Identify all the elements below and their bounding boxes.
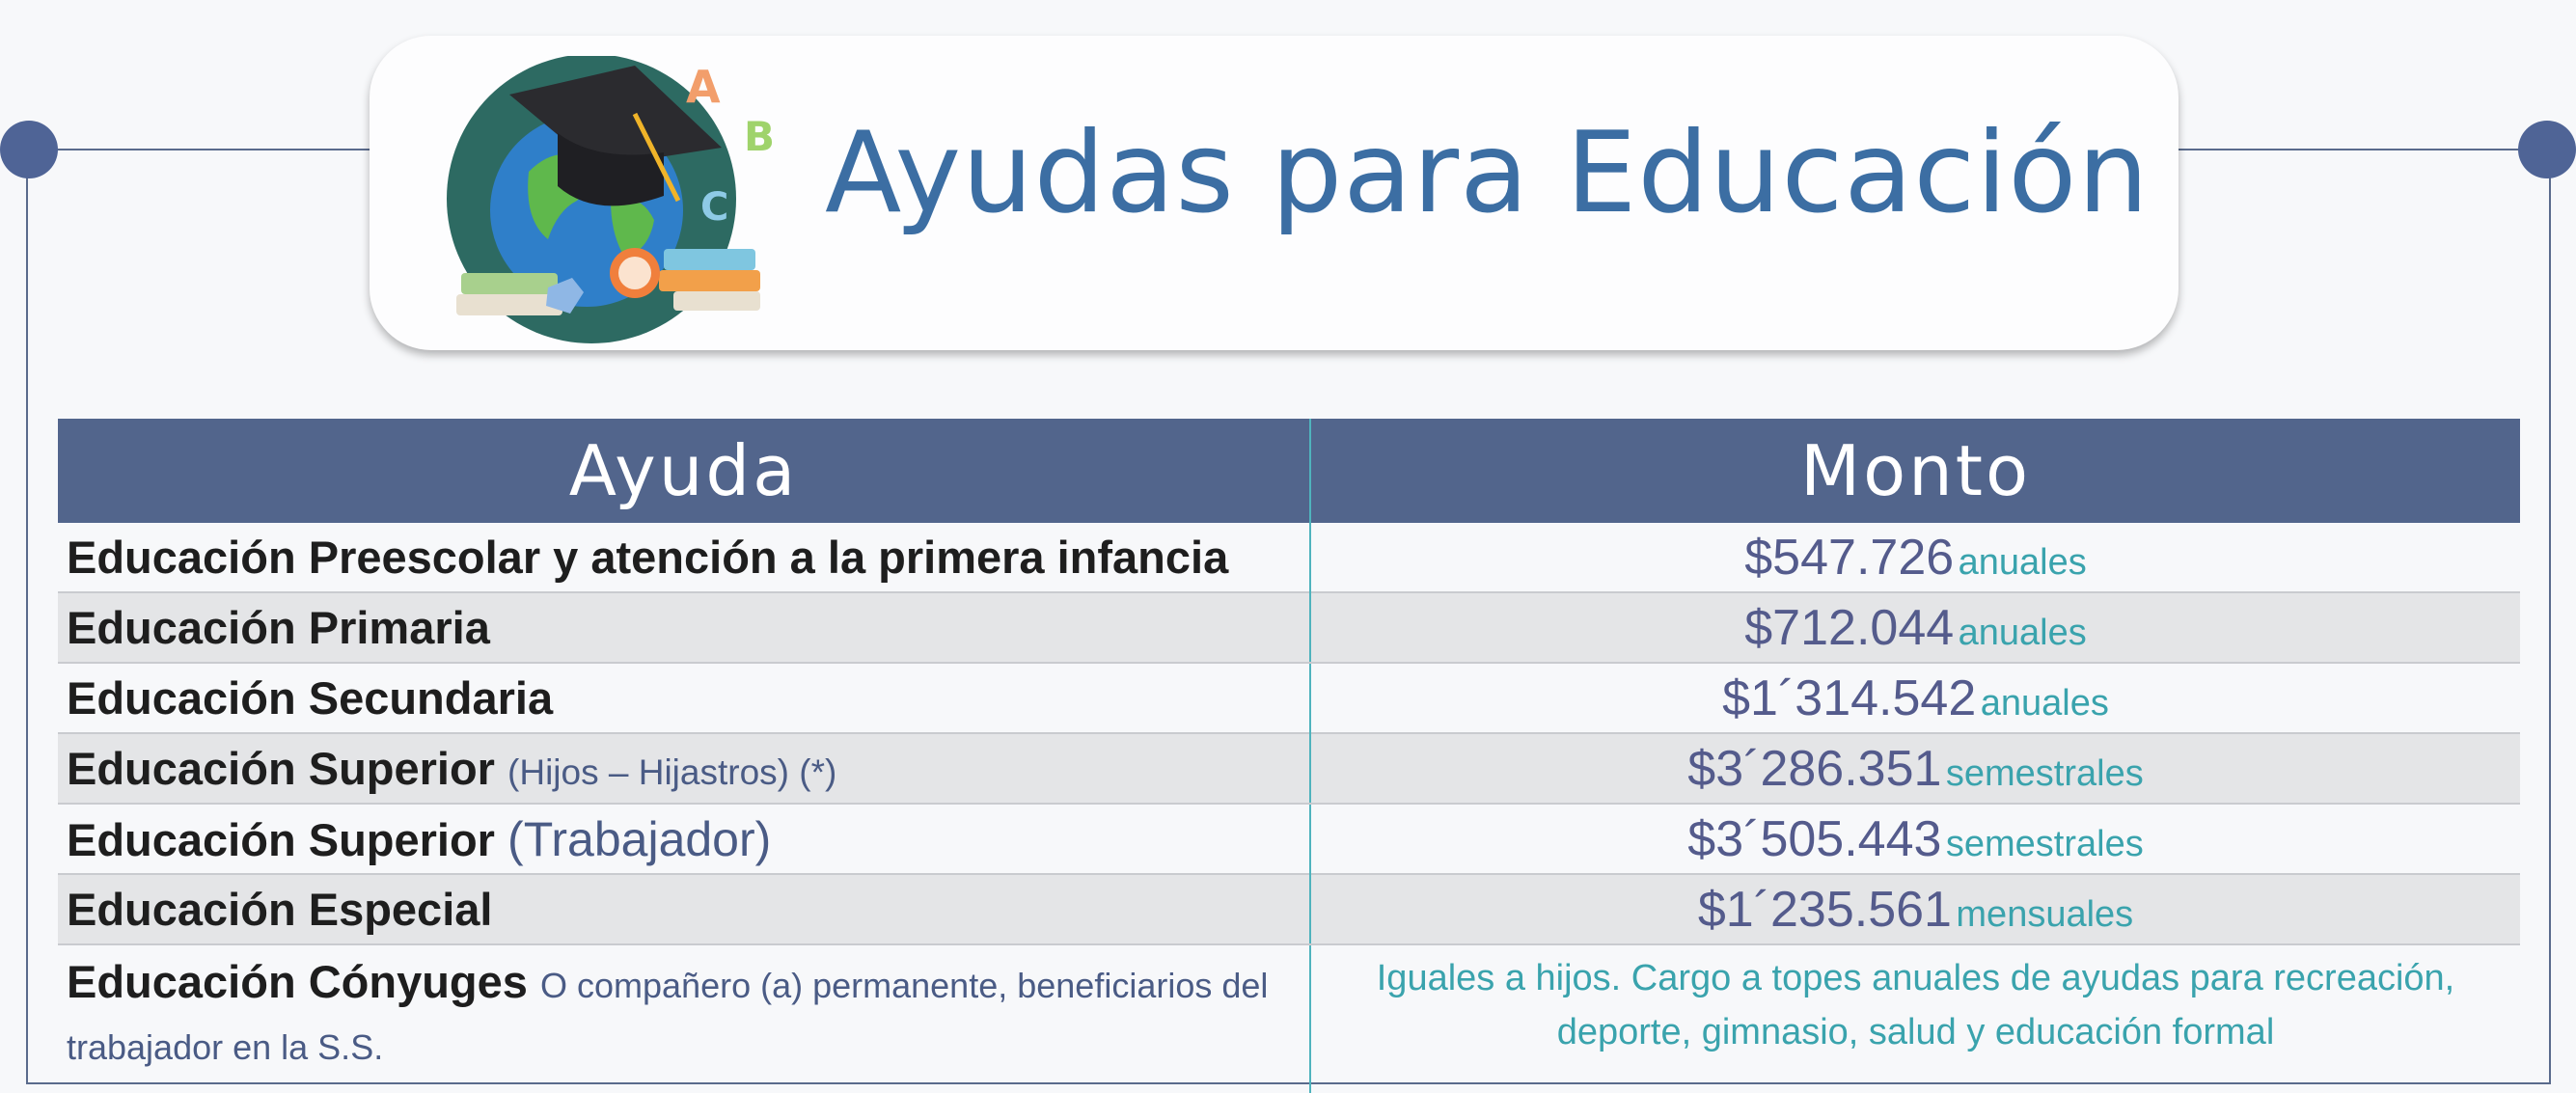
amount-value: $547.726 — [1744, 529, 1955, 586]
svg-text:A: A — [686, 61, 721, 113]
amount-value: $1´235.561 — [1697, 881, 1952, 938]
table-row: Educación Secundaria $1´314.542 anuales — [58, 663, 2520, 733]
amount-unit: anuales — [1958, 612, 2087, 653]
ayuda-cell: Educación Cónyuges O compañero (a) perma… — [58, 944, 1311, 1093]
ayuda-label: Educación Preescolar y atención a la pri… — [67, 532, 1229, 583]
monto-cell: $1´235.561 mensuales — [1310, 873, 2520, 945]
monto-cell: $3´286.351 semestrales — [1310, 732, 2520, 805]
amount-value: $3´286.351 — [1687, 740, 1942, 797]
ayuda-label: Educación Superior — [67, 743, 495, 794]
table-row: Educación Preescolar y atención a la pri… — [58, 523, 2520, 592]
amount-unit: anuales — [1980, 682, 2109, 724]
monto-cell: $712.044 anuales — [1310, 591, 2520, 664]
amount-value: $1´314.542 — [1722, 669, 1977, 726]
monto-cell: $1´314.542 anuales — [1310, 663, 2520, 733]
amount-value: $3´505.443 — [1687, 810, 1942, 867]
ayuda-cell: Educación Primaria — [58, 591, 1311, 664]
amount-unit: semestrales — [1945, 752, 2144, 794]
monto-cell: $547.726 anuales — [1310, 523, 2520, 592]
frame-dot-right — [2518, 121, 2576, 178]
frame-line-top-right — [2177, 149, 2520, 150]
table-header-row: Ayuda Monto — [58, 419, 2520, 523]
table-row: Educación Primaria $712.044 anuales — [58, 591, 2520, 664]
table-row: Educación Superior (Trabajador) $3´505.4… — [58, 804, 2520, 874]
column-header-ayuda: Ayuda — [58, 419, 1311, 523]
amount-unit: anuales — [1958, 541, 2087, 583]
frame-dot-left — [0, 121, 58, 178]
ayuda-note: (Hijos – Hijastros) (*) — [507, 752, 837, 792]
monto-description: Iguales a hijos. Cargo a topes anuales d… — [1376, 958, 2455, 1052]
graduation-globe-icon: A B C — [447, 56, 775, 343]
frame-line-top-left — [29, 149, 371, 150]
page-title: Ayudas para Educación — [825, 108, 2150, 238]
svg-text:B: B — [744, 113, 775, 160]
ayuda-cell: Educación Preescolar y atención a la pri… — [58, 523, 1311, 592]
aid-table: Ayuda Monto Educación Preescolar y atenc… — [58, 419, 2520, 1093]
ayuda-cell: Educación Secundaria — [58, 663, 1311, 733]
frame-line-right — [2549, 150, 2551, 1084]
ayuda-cell: Educación Superior (Trabajador) — [58, 804, 1311, 874]
ayuda-cell: Educación Especial — [58, 873, 1311, 945]
ayuda-label: Educación Primaria — [67, 602, 490, 653]
svg-text:C: C — [700, 185, 728, 230]
amount-unit: semestrales — [1945, 823, 2144, 864]
frame-line-left — [26, 150, 28, 1084]
ayuda-note: (Trabajador) — [507, 811, 772, 866]
table-row: Educación Superior (Hijos – Hijastros) (… — [58, 732, 2520, 805]
column-header-monto: Monto — [1310, 419, 2520, 523]
ayuda-note: O compañero (a) permanente, beneficiario… — [67, 966, 1269, 1067]
ayuda-label: Educación Especial — [67, 884, 493, 935]
table-row: Educación Cónyuges O compañero (a) perma… — [58, 944, 2520, 1093]
ayuda-label: Educación Cónyuges — [67, 956, 528, 1007]
monto-cell: $3´505.443 semestrales — [1310, 804, 2520, 874]
amount-value: $712.044 — [1744, 599, 1955, 656]
ayuda-label: Educación Superior — [67, 813, 495, 865]
ayuda-label: Educación Secundaria — [67, 672, 554, 724]
amount-unit: mensuales — [1956, 893, 2134, 935]
monto-cell: Iguales a hijos. Cargo a topes anuales d… — [1310, 944, 2520, 1093]
table-row: Educación Especial $1´235.561 mensuales — [58, 873, 2520, 945]
ayuda-cell: Educación Superior (Hijos – Hijastros) (… — [58, 732, 1311, 805]
